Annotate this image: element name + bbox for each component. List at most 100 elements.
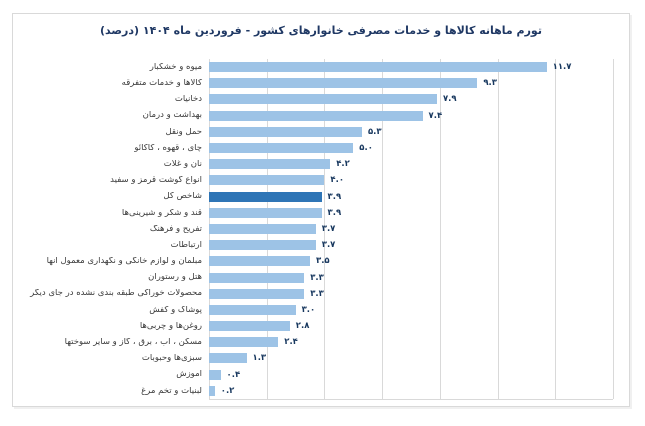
category-label: مسکن ، آب ، برق ، گاز و سایر سوختها bbox=[64, 338, 202, 347]
chart-row: میوه و خشکبار ۱۱.۷ bbox=[13, 59, 613, 75]
category-label: انواع گوشت قرمز و سفید bbox=[110, 176, 202, 185]
value-label: ۳.۵ bbox=[316, 256, 330, 267]
chart-row: محصولات خوراکی طبقه بندی نشده در جای دیگ… bbox=[13, 286, 613, 302]
bar-highlight bbox=[209, 191, 322, 202]
category-label: شاخص کل bbox=[163, 192, 202, 201]
bar-track: ۳.۹ bbox=[209, 205, 613, 221]
value-label: ۴.۲ bbox=[336, 158, 350, 169]
value-label: ۳.۷ bbox=[321, 223, 336, 234]
category-label: پوشاک و کفش bbox=[149, 305, 202, 315]
value-label: ۷.۹ bbox=[442, 94, 457, 105]
category-label: قند و شکر و شیرینی‌ها bbox=[121, 208, 202, 218]
bar-track: ۳.۳ bbox=[209, 269, 613, 285]
value-label: ۱.۳ bbox=[252, 353, 267, 364]
value-label: ۱۱.۷ bbox=[552, 61, 572, 72]
bar-track: ۱.۳ bbox=[209, 350, 613, 366]
category-label: دخانیات bbox=[174, 95, 202, 104]
value-label: ۲.۸ bbox=[295, 320, 310, 331]
chart-row: چای ، قهوه ، کاکائو ۵.۰ bbox=[13, 140, 613, 156]
chart-row: ارتباطات ۳.۷ bbox=[13, 237, 613, 253]
chart-row: کالاها و خدمات متفرقه ۹.۳ bbox=[13, 75, 613, 91]
chart-row: حمل ونقل ۵.۳ bbox=[13, 124, 613, 140]
bar-track: ۴.۲ bbox=[209, 156, 613, 172]
bar-track: ۲.۸ bbox=[209, 318, 613, 334]
bar bbox=[209, 288, 305, 299]
chart-row: انواع گوشت قرمز و سفید ۴.۰ bbox=[13, 172, 613, 188]
bar bbox=[209, 256, 310, 267]
value-label: ۵.۳ bbox=[367, 126, 382, 137]
category-label: تفریح و فرهنگ bbox=[149, 224, 202, 234]
category-label: هتل و رستوران bbox=[148, 273, 202, 282]
category-label: آموزش bbox=[176, 370, 202, 379]
bar bbox=[209, 110, 423, 121]
chart-row: لبنیات و تخم مرغ ۰.۲ bbox=[13, 383, 613, 399]
bar-track: ۰.۲ bbox=[209, 383, 613, 399]
chart-row: قند و شکر و شیرینی‌ها ۳.۹ bbox=[13, 205, 613, 221]
value-label: ۳.۳ bbox=[310, 288, 324, 299]
bar bbox=[209, 78, 478, 89]
value-label: ۵.۰ bbox=[359, 142, 373, 153]
chart-row: نان و غلات ۴.۲ bbox=[13, 156, 613, 172]
category-label: کالاها و خدمات متفرقه bbox=[121, 79, 202, 88]
bar-track: ۴.۰ bbox=[209, 172, 613, 188]
value-label: ۴.۰ bbox=[330, 175, 345, 186]
chart-rows: میوه و خشکبار ۱۱.۷ کالاها و خدمات متفرقه ۹.… bbox=[13, 59, 613, 399]
bar bbox=[209, 337, 279, 348]
chart-row: روغن‌ها و چربی‌ها ۲.۸ bbox=[13, 318, 613, 334]
bar bbox=[209, 143, 354, 154]
bar bbox=[209, 304, 296, 315]
category-label: میوه و خشکبار bbox=[149, 62, 202, 72]
category-label: محصولات خوراکی طبقه بندی نشده در جای دیگ… bbox=[30, 289, 202, 298]
bar bbox=[209, 207, 322, 218]
value-label: ۰.۲ bbox=[220, 385, 235, 396]
bar-track: ۳.۰ bbox=[209, 302, 613, 318]
bar bbox=[209, 272, 305, 283]
value-label: ۳.۰ bbox=[301, 304, 316, 315]
bar bbox=[209, 94, 437, 105]
chart-row: مبلمان و لوازم خانگی و نگهداری معمول آنه… bbox=[13, 253, 613, 269]
category-label: مبلمان و لوازم خانگی و نگهداری معمول آنه… bbox=[46, 257, 202, 266]
bar bbox=[209, 175, 325, 186]
value-label: ۹.۳ bbox=[483, 78, 497, 89]
chart-row: شاخص کل ۳.۹ bbox=[13, 189, 613, 205]
category-label: لبنیات و تخم مرغ bbox=[141, 386, 202, 396]
bar-track: ۷.۹ bbox=[209, 91, 613, 107]
value-label: ۷.۴ bbox=[428, 110, 443, 121]
bar-track: ۵.۳ bbox=[209, 124, 613, 140]
bar bbox=[209, 62, 547, 73]
bar bbox=[209, 223, 316, 234]
category-label: نان و غلات bbox=[163, 159, 202, 169]
bar bbox=[209, 240, 316, 251]
chart-row: تفریح و فرهنگ ۳.۷ bbox=[13, 221, 613, 237]
chart-row: هتل و رستوران ۳.۳ bbox=[13, 269, 613, 285]
category-label: بهداشت و درمان bbox=[142, 111, 202, 120]
bar bbox=[209, 321, 290, 332]
gridline bbox=[555, 59, 557, 399]
bar-track: ۳.۷ bbox=[209, 221, 613, 237]
chart-row: پوشاک و کفش ۳.۰ bbox=[13, 302, 613, 318]
category-label: روغن‌ها و چربی‌ها bbox=[139, 321, 202, 331]
gridline bbox=[497, 59, 499, 399]
bar-track: ۹.۳ bbox=[209, 75, 613, 91]
bar-track: ۳.۵ bbox=[209, 253, 613, 269]
gridline bbox=[613, 59, 614, 399]
chart-row: سبزی‌ها وحبوبات ۱.۳ bbox=[13, 350, 613, 366]
bar bbox=[209, 159, 331, 170]
value-label: ۳.۹ bbox=[327, 191, 342, 202]
chart-row: بهداشت و درمان ۷.۴ bbox=[13, 108, 613, 124]
chart-title: تورم ماهانه کالاها و خدمات مصرفی خانواره… bbox=[100, 24, 542, 37]
bar-track: ۳.۹ bbox=[209, 189, 613, 205]
bar-track: ۷.۴ bbox=[209, 108, 613, 124]
category-label: چای ، قهوه ، کاکائو bbox=[134, 143, 202, 153]
bar-track: ۳.۷ bbox=[209, 237, 613, 253]
chart-row: دخانیات ۷.۹ bbox=[13, 91, 613, 107]
chart-row: آموزش ۰.۴ bbox=[13, 367, 613, 383]
category-label: ارتباطات bbox=[170, 240, 202, 250]
bar bbox=[209, 369, 221, 380]
inflation-bar-chart: تورم ماهانه کالاها و خدمات مصرفی خانواره… bbox=[12, 13, 630, 407]
bar-track: ۵.۰ bbox=[209, 140, 613, 156]
value-label: ۳.۷ bbox=[321, 239, 336, 250]
value-label: ۳.۹ bbox=[327, 207, 342, 218]
bar-track: ۳.۳ bbox=[209, 286, 613, 302]
gridline bbox=[382, 59, 384, 399]
